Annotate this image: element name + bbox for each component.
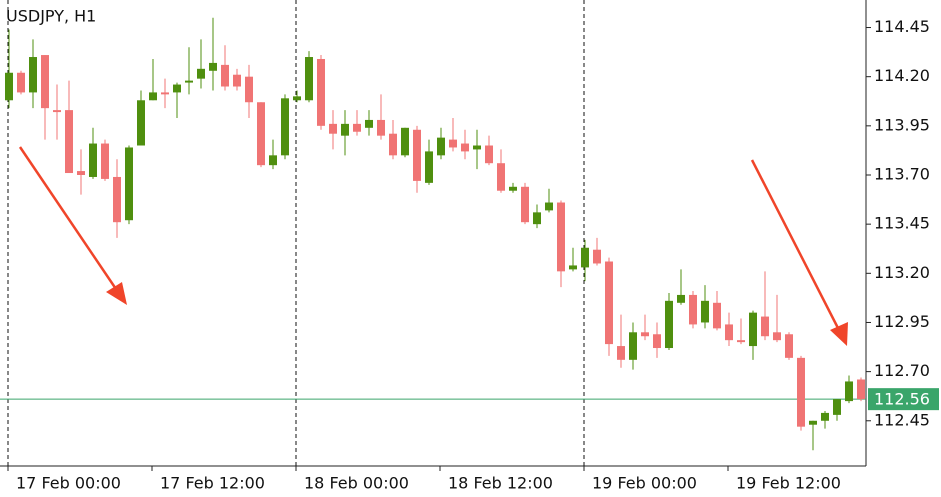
candle-body xyxy=(41,55,49,109)
candle-body xyxy=(833,399,841,415)
candle-body xyxy=(401,127,409,156)
candle-body xyxy=(749,312,757,347)
y-tick-label: 114.45 xyxy=(874,17,930,36)
candle-body xyxy=(521,186,529,223)
candle-body xyxy=(413,129,421,181)
y-tick-label: 112.45 xyxy=(874,410,930,429)
y-tick-label: 113.20 xyxy=(874,263,930,282)
candle-body xyxy=(461,143,469,152)
candle-body xyxy=(725,324,733,341)
candle-body xyxy=(569,265,577,270)
candle-body xyxy=(269,155,277,166)
x-tick-label: 18 Feb 00:00 xyxy=(304,474,409,493)
x-tick-label: 17 Feb 00:00 xyxy=(16,474,121,493)
candle-body xyxy=(857,379,865,400)
candle-body xyxy=(701,300,709,323)
candle-body xyxy=(557,202,565,272)
candle-body xyxy=(341,123,349,136)
arrow-shaft xyxy=(18,146,120,293)
candle-body xyxy=(713,302,721,329)
candle-body xyxy=(473,145,481,150)
annotation-arrow xyxy=(18,146,848,346)
candle-body xyxy=(197,68,205,79)
candle-body xyxy=(125,147,133,221)
candle-body xyxy=(533,212,541,225)
candle-body xyxy=(89,143,97,177)
candle-body xyxy=(641,332,649,337)
candle-body xyxy=(653,334,661,349)
candle-body xyxy=(437,137,445,156)
candle-body xyxy=(425,151,433,183)
candle-body xyxy=(737,340,745,343)
plot xyxy=(0,0,866,466)
candle-body xyxy=(113,176,121,223)
candle-body xyxy=(449,139,457,148)
candle-body xyxy=(257,102,265,166)
candle-body xyxy=(809,420,817,425)
candle-body xyxy=(29,57,37,93)
candle-body xyxy=(677,294,685,303)
x-tick-label: 17 Feb 12:00 xyxy=(160,474,265,493)
x-tick-label: 19 Feb 00:00 xyxy=(592,474,697,493)
candle-body xyxy=(389,133,397,156)
candle-body xyxy=(137,100,145,146)
candle-body xyxy=(221,64,229,87)
y-tick-label: 112.70 xyxy=(874,361,930,380)
y-tick-label: 112.95 xyxy=(874,312,930,331)
candle-body xyxy=(605,261,613,345)
candle-body xyxy=(149,92,157,101)
candle-body xyxy=(185,80,193,83)
chart-title: USDJPY, H1 xyxy=(6,7,96,26)
candle-body xyxy=(377,119,385,136)
candle-body xyxy=(173,84,181,93)
candle-body xyxy=(761,316,769,337)
arrow-shaft xyxy=(750,159,842,333)
candle-body xyxy=(329,123,337,134)
candle-body xyxy=(305,57,313,101)
candle-body xyxy=(773,332,781,341)
y-tick-label: 113.95 xyxy=(874,115,930,134)
candle-body xyxy=(5,72,13,101)
candle-body xyxy=(101,143,109,179)
candle-body xyxy=(797,357,805,427)
candle-body xyxy=(497,163,505,191)
y-tick-label: 113.45 xyxy=(874,214,930,233)
arrow-head xyxy=(106,282,127,305)
current-price-label: 112.56 xyxy=(874,390,930,409)
current-price-box xyxy=(868,388,939,411)
candle-body xyxy=(665,300,673,349)
candle-body xyxy=(161,92,169,95)
candle-body xyxy=(317,58,325,126)
candle-body xyxy=(65,110,73,174)
candle-body xyxy=(365,119,373,128)
candle-body xyxy=(629,332,637,360)
candle-body xyxy=(281,98,289,156)
candle-body xyxy=(233,74,241,87)
candle-body xyxy=(245,76,253,103)
candle-body xyxy=(293,96,301,101)
candle-body xyxy=(689,294,697,325)
candle-body xyxy=(53,110,61,113)
candle-body xyxy=(353,123,361,132)
candle-body xyxy=(545,202,553,211)
candle-body xyxy=(821,412,829,421)
candle-body xyxy=(77,171,85,175)
y-tick-label: 113.70 xyxy=(874,164,930,183)
candle-body xyxy=(485,145,493,164)
arrow-head xyxy=(830,322,848,346)
x-tick-label: 19 Feb 12:00 xyxy=(736,474,841,493)
y-tick-label: 114.20 xyxy=(874,66,930,85)
candle-body xyxy=(845,381,853,402)
candle-body xyxy=(17,72,25,93)
candle-body xyxy=(617,346,625,360)
candle-body xyxy=(785,334,793,358)
x-tick-label: 18 Feb 12:00 xyxy=(448,474,553,493)
candle-body xyxy=(509,186,517,191)
candle-body xyxy=(209,62,217,71)
candle-body xyxy=(593,249,601,264)
candle-body xyxy=(581,247,589,268)
